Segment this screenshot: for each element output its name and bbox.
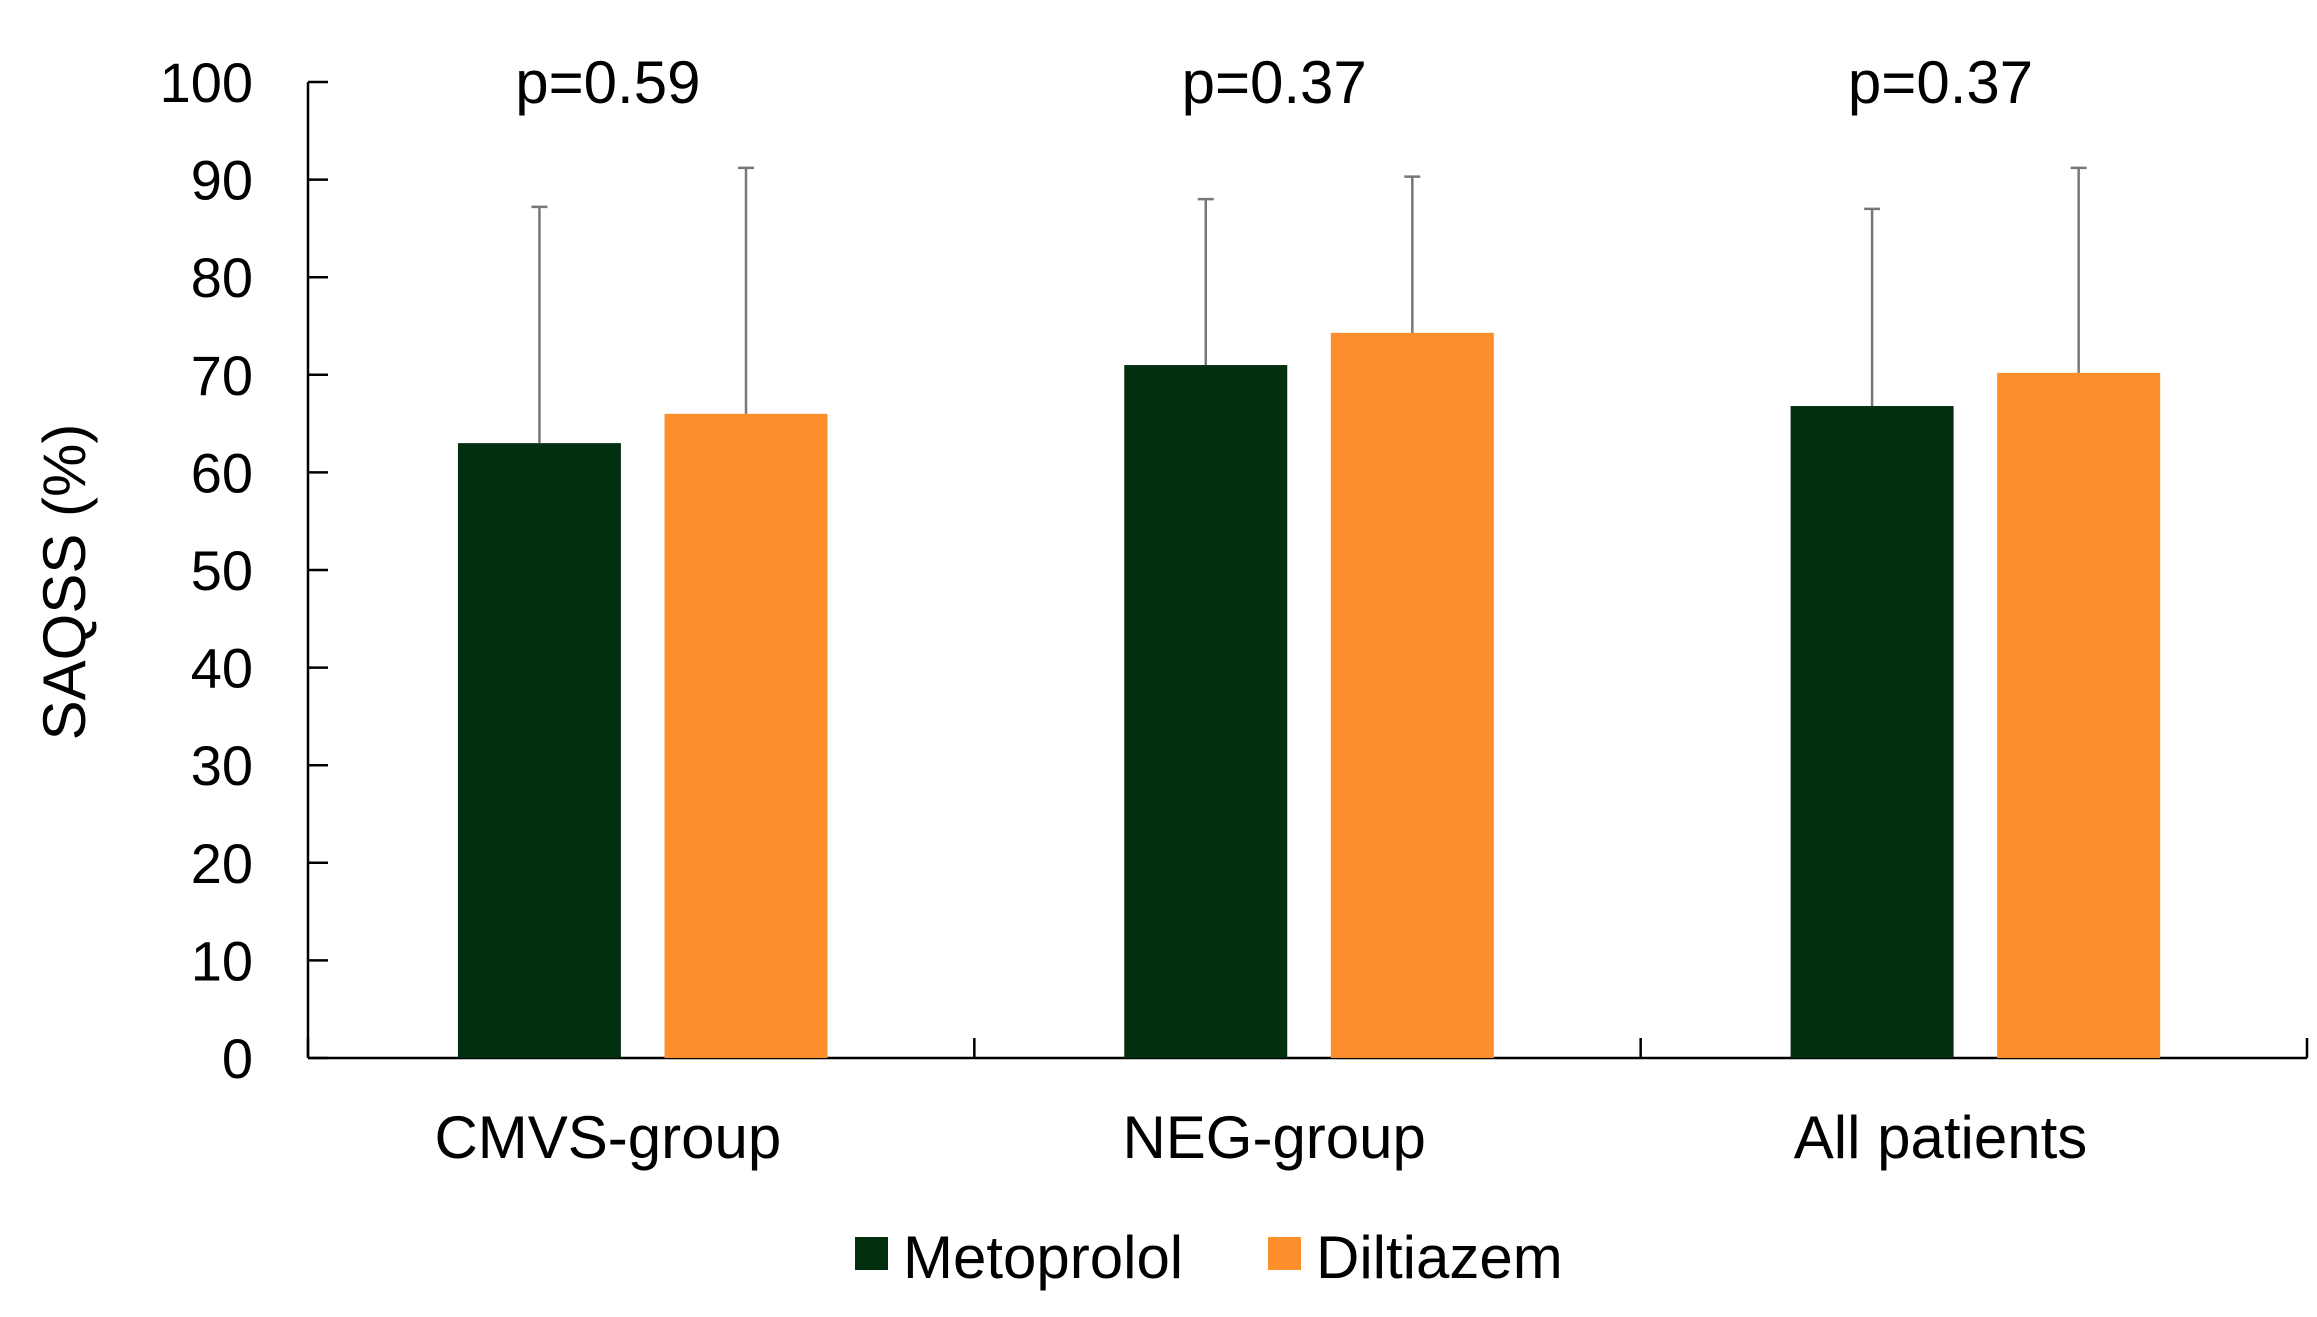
y-tick-label: 100 bbox=[160, 51, 253, 114]
bar-diltiazem bbox=[1330, 332, 1494, 1058]
y-tick-label: 20 bbox=[191, 832, 253, 895]
plot-area: 0 10 20 30 40 50 60 70 80 90 100 CMVS-group p=0.59 NE… bbox=[160, 49, 2309, 1171]
y-axis-label: SAQSS (%) bbox=[31, 424, 98, 741]
y-tick-label: 60 bbox=[191, 441, 253, 504]
bar-diltiazem bbox=[1997, 372, 2161, 1058]
legend-label-metoprolol: Metoprolol bbox=[903, 1224, 1183, 1291]
p-value-annotation: p=0.37 bbox=[1182, 49, 1367, 116]
category-label: NEG-group bbox=[1122, 1104, 1425, 1171]
y-tick-label: 40 bbox=[191, 637, 253, 700]
bar-metoprolol bbox=[457, 443, 621, 1058]
bar-metoprolol bbox=[1790, 406, 1954, 1059]
legend-swatch-diltiazem bbox=[1268, 1237, 1301, 1270]
p-value-annotation: p=0.59 bbox=[515, 49, 700, 116]
y-tick-label: 0 bbox=[222, 1027, 253, 1090]
y-tick-label: 30 bbox=[191, 734, 253, 797]
y-tick-label: 10 bbox=[191, 929, 253, 992]
bar-diltiazem bbox=[664, 413, 828, 1059]
y-tick-label: 70 bbox=[191, 344, 253, 407]
bar-metoprolol bbox=[1124, 365, 1288, 1058]
category-label: CMVS-group bbox=[434, 1104, 781, 1171]
legend: Metoprolol Diltiazem bbox=[855, 1224, 1563, 1291]
y-tick-label: 90 bbox=[191, 149, 253, 212]
legend-swatch-metoprolol bbox=[855, 1237, 888, 1270]
legend-label-diltiazem: Diltiazem bbox=[1316, 1224, 1563, 1291]
category-label: All patients bbox=[1794, 1104, 2088, 1171]
y-tick-label: 50 bbox=[191, 539, 253, 602]
y-tick-label: 80 bbox=[191, 246, 253, 309]
p-value-annotation: p=0.37 bbox=[1848, 49, 2033, 116]
